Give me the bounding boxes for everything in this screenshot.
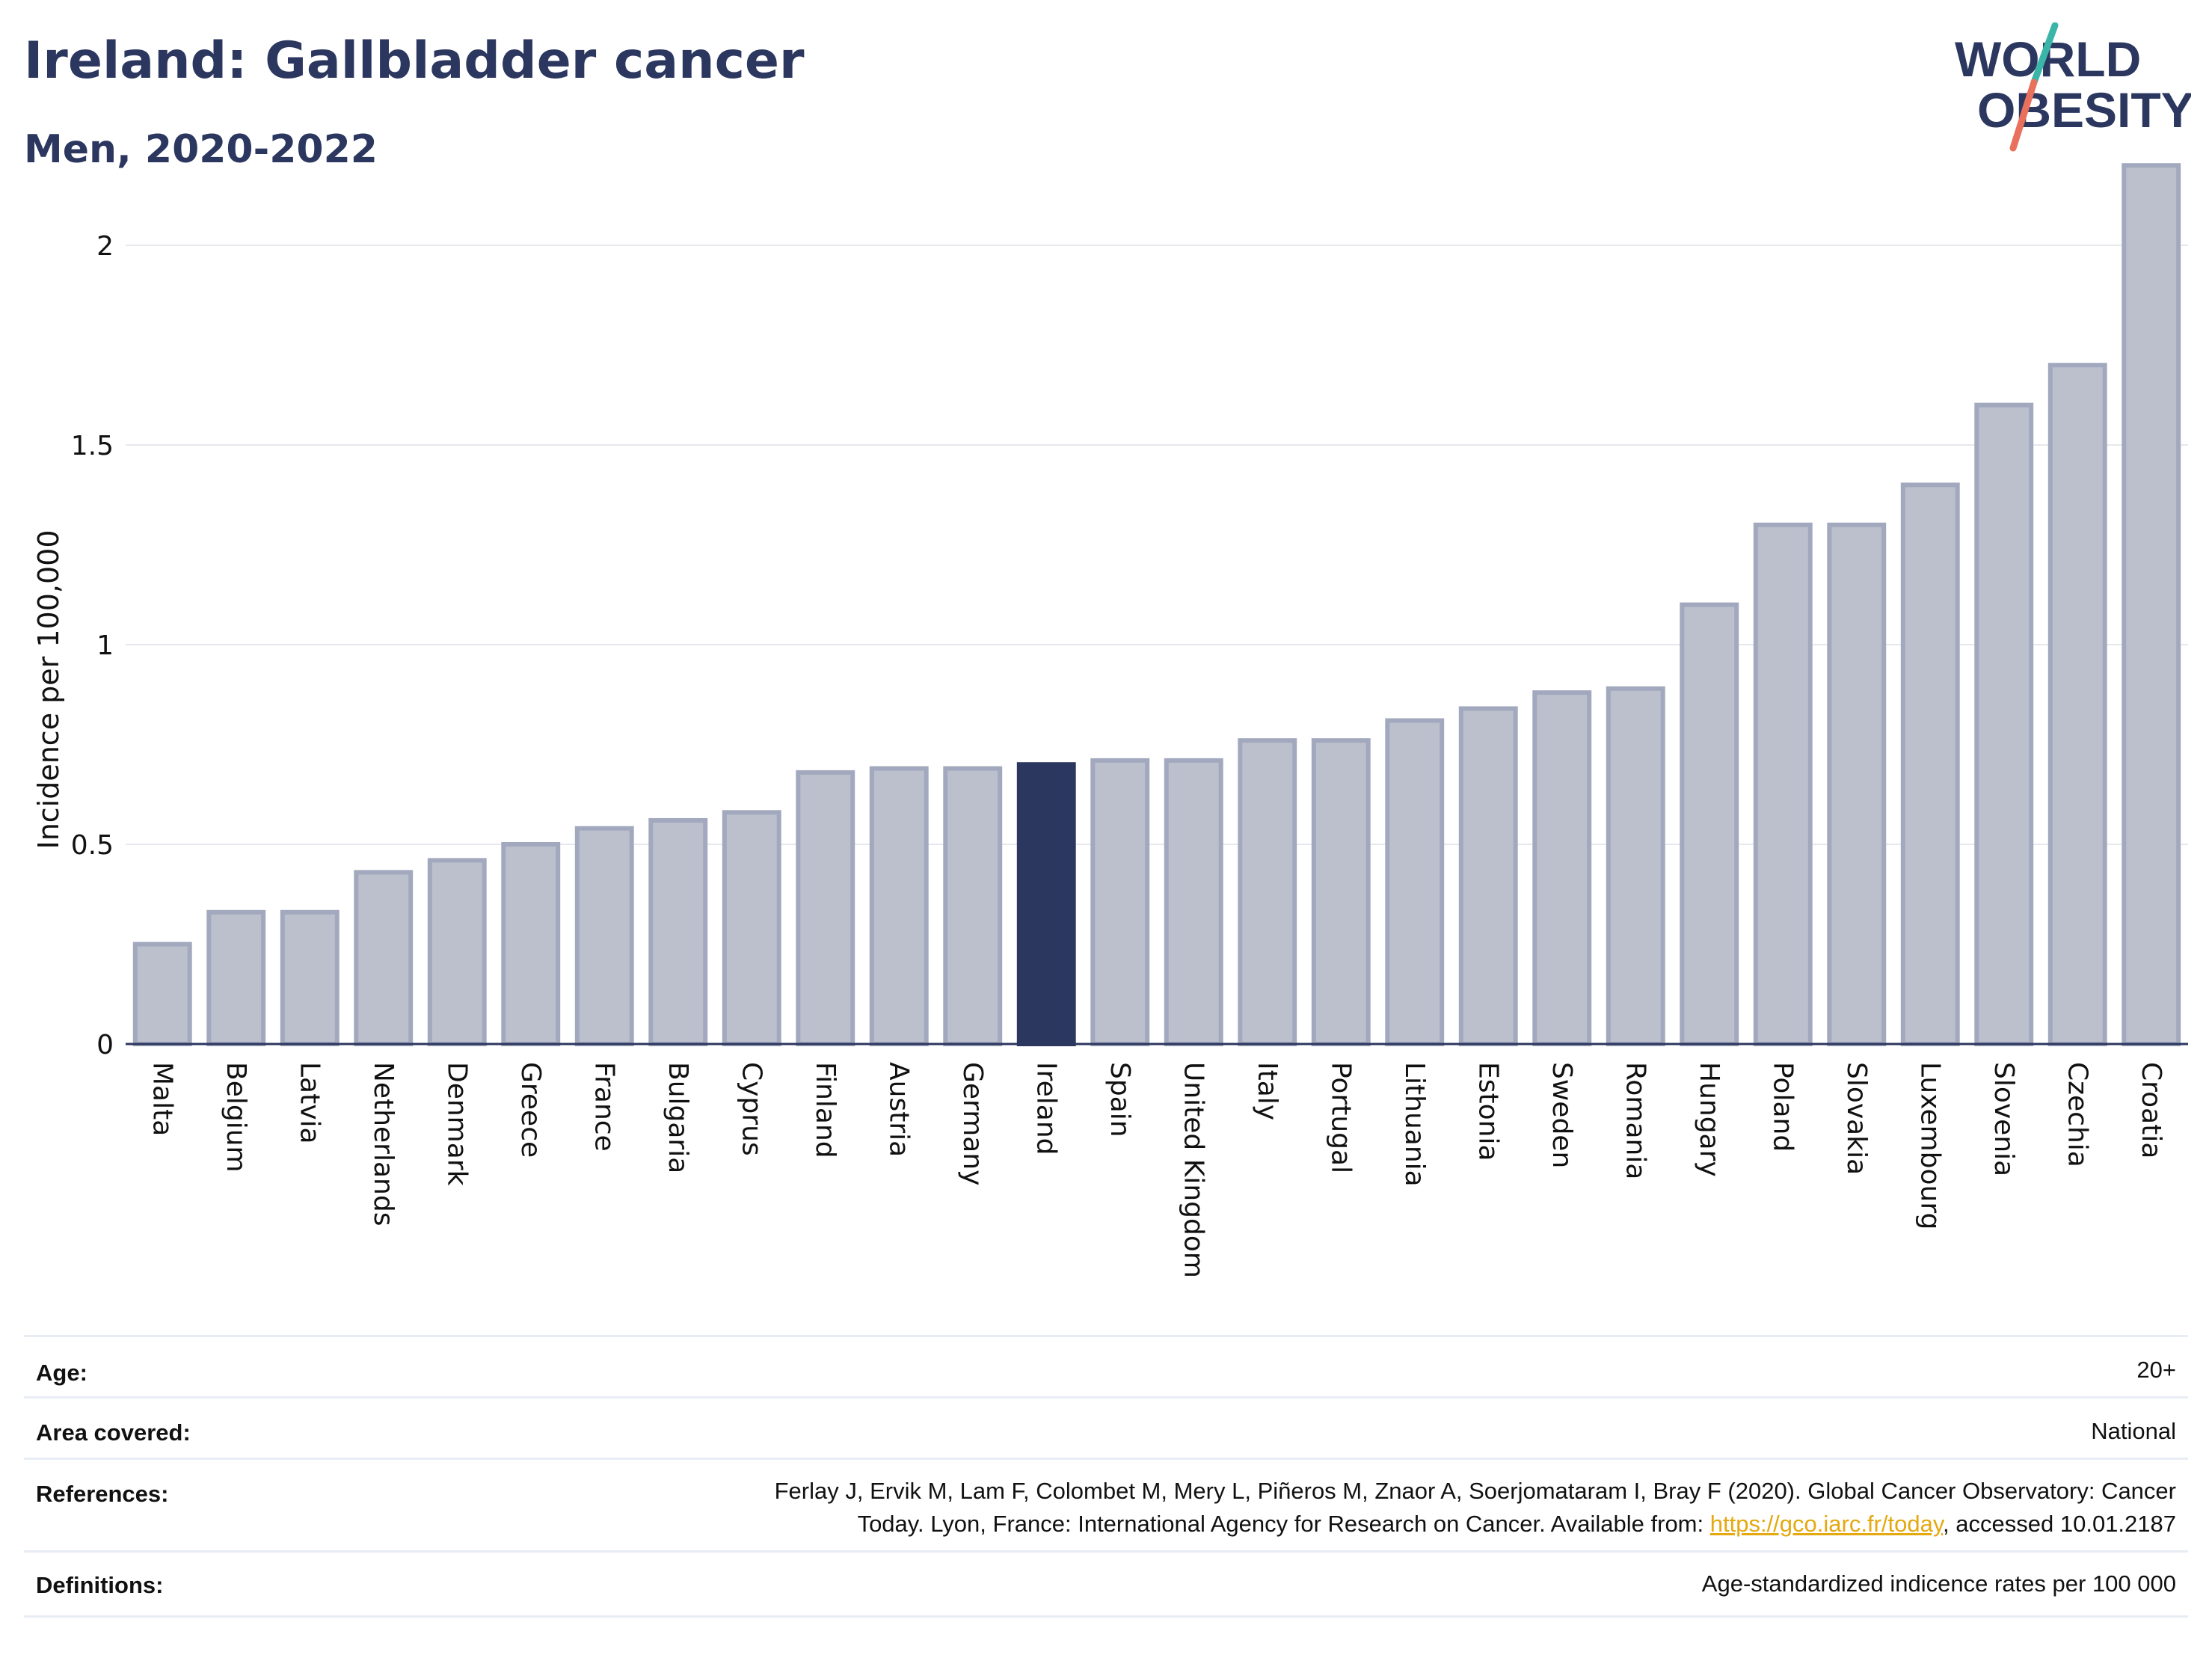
references-value: Ferlay J, Ervik M, Lam F, Colombet M, Me… [775,1475,2176,1541]
x-tick-label: United Kingdom [1178,1062,1208,1278]
x-tick-label: Luxembourg [1914,1062,1945,1229]
logo-slash-top [2030,22,2059,86]
bar-portugal[interactable] [1311,738,1371,1046]
y-tick-label: 0 [96,1030,114,1060]
age-label: Age: [36,1360,87,1386]
bar-poland[interactable] [1753,522,1813,1046]
bar-belgium[interactable] [206,909,266,1047]
bar-slovenia[interactable] [1974,402,2034,1046]
x-tick-label: Slovakia [1841,1062,1872,1175]
bar-hungary[interactable] [1680,602,1739,1046]
bar-luxembourg[interactable] [1900,482,1960,1046]
x-tick-label: France [589,1062,619,1152]
logo-word-obesity: OBESITY [1977,82,2191,138]
x-tick-label: Netherlands [368,1062,399,1226]
y-tick-label: 2 [96,231,114,262]
x-tick-label: Bulgaria [663,1062,693,1173]
bar-estonia[interactable] [1458,706,1518,1046]
x-tick-label: Denmark [441,1062,472,1186]
references-line2-prefix: Today. Lyon, France: International Agenc… [857,1511,1710,1537]
y-tick-label: 0.5 [71,830,114,861]
bar-latvia[interactable] [280,909,340,1047]
x-tick-label: Belgium [221,1062,251,1173]
y-tick-label: 1 [96,630,114,661]
bar-chart: 0 0.5 1 1.5 2 Malta Belgium Latvia Netherlands De… [32,163,2188,1278]
bar-netherlands[interactable] [354,870,414,1046]
bar-lithuania[interactable] [1385,718,1445,1047]
references-line2: Today. Lyon, France: International Agenc… [775,1508,2176,1541]
references-label: References: [36,1481,169,1507]
area-label: Area covered: [36,1419,191,1446]
x-tick-label: Estonia [1472,1062,1503,1161]
x-tick-label: Hungary [1694,1062,1724,1177]
bar-austria[interactable] [869,766,929,1047]
bar-romania[interactable] [1606,686,1665,1046]
x-tick-label: Croatia [2136,1062,2166,1158]
x-tick-label: Czechia [2062,1062,2092,1167]
bar-ireland[interactable] [1016,762,1076,1046]
definitions-label: Definitions: [36,1572,164,1598]
bar-cyprus[interactable] [722,810,781,1047]
meta-row-area: Area covered: National [24,1396,2188,1460]
bar-italy[interactable] [1238,738,1297,1046]
references-line1: Ferlay J, Ervik M, Lam F, Colombet M, Me… [774,1478,2176,1504]
chart-subtitle: Men, 2020-2022 [24,127,378,172]
metadata-table: Age: 20+ Area covered: National Referenc… [24,1335,2188,1619]
x-tick-label: Lithuania [1399,1062,1430,1187]
bar-spain[interactable] [1090,758,1150,1046]
age-value: 20+ [2136,1357,2176,1383]
bars [132,163,2181,1047]
x-tick-label: Poland [1767,1062,1798,1152]
axes: 0 0.5 1 1.5 2 Malta Belgium Latvia Netherlands De… [71,231,2188,1278]
x-tick-label: Italy [1252,1062,1282,1120]
x-tick-label: Ireland [1030,1062,1061,1155]
y-tick-label: 1.5 [71,431,114,461]
y-axis-label: Incidence per 100,000 [32,529,65,849]
x-tick-label: Portugal [1325,1062,1356,1173]
bar-united-kingdom[interactable] [1164,758,1223,1046]
x-tick-label: Austria [883,1062,914,1157]
references-link[interactable]: https://gco.iarc.fr/today [1709,1511,1944,1537]
x-tick-label: Sweden [1546,1062,1577,1168]
bar-sweden[interactable] [1532,690,1592,1047]
x-tick-label: Romania [1620,1062,1650,1179]
x-tick-label: Latvia [294,1062,325,1144]
meta-row-references: References: Ferlay J, Ervik M, Lam F, Co… [24,1458,2188,1553]
area-value: National [2091,1418,2176,1444]
bar-greece[interactable] [501,842,561,1046]
bar-croatia[interactable] [2122,163,2181,1047]
x-tick-label: Spain [1105,1062,1135,1137]
bar-france[interactable] [574,826,634,1046]
bar-slovakia[interactable] [1827,522,1887,1046]
x-tick-label: Slovenia [1988,1062,2019,1176]
x-tick-label: Malta [147,1062,177,1136]
bar-finland[interactable] [796,770,855,1046]
x-tick-label: Cyprus [736,1062,766,1156]
bar-malta[interactable] [132,942,192,1046]
chart-title: Ireland: Gallbladder cancer [24,31,805,90]
logo-slash-bottom [2009,79,2038,152]
bar-czechia[interactable] [2047,363,2107,1046]
meta-row-age: Age: 20+ [24,1335,2188,1398]
bar-bulgaria[interactable] [648,817,708,1046]
definitions-value: Age-standardized indicence rates per 100… [1701,1570,2176,1597]
world-obesity-logo: WORLD OBESITY [1955,22,2191,152]
meta-row-definitions: Definitions: Age-standardized indicence … [24,1550,2188,1618]
x-tick-label: Greece [515,1062,546,1158]
x-tick-label: Germany [957,1062,988,1185]
bar-germany[interactable] [943,766,1003,1047]
bar-denmark[interactable] [427,858,487,1046]
x-tick-label: Finland [810,1062,841,1158]
references-line2-suffix: , accessed 10.01.2187 [1943,1511,2176,1537]
